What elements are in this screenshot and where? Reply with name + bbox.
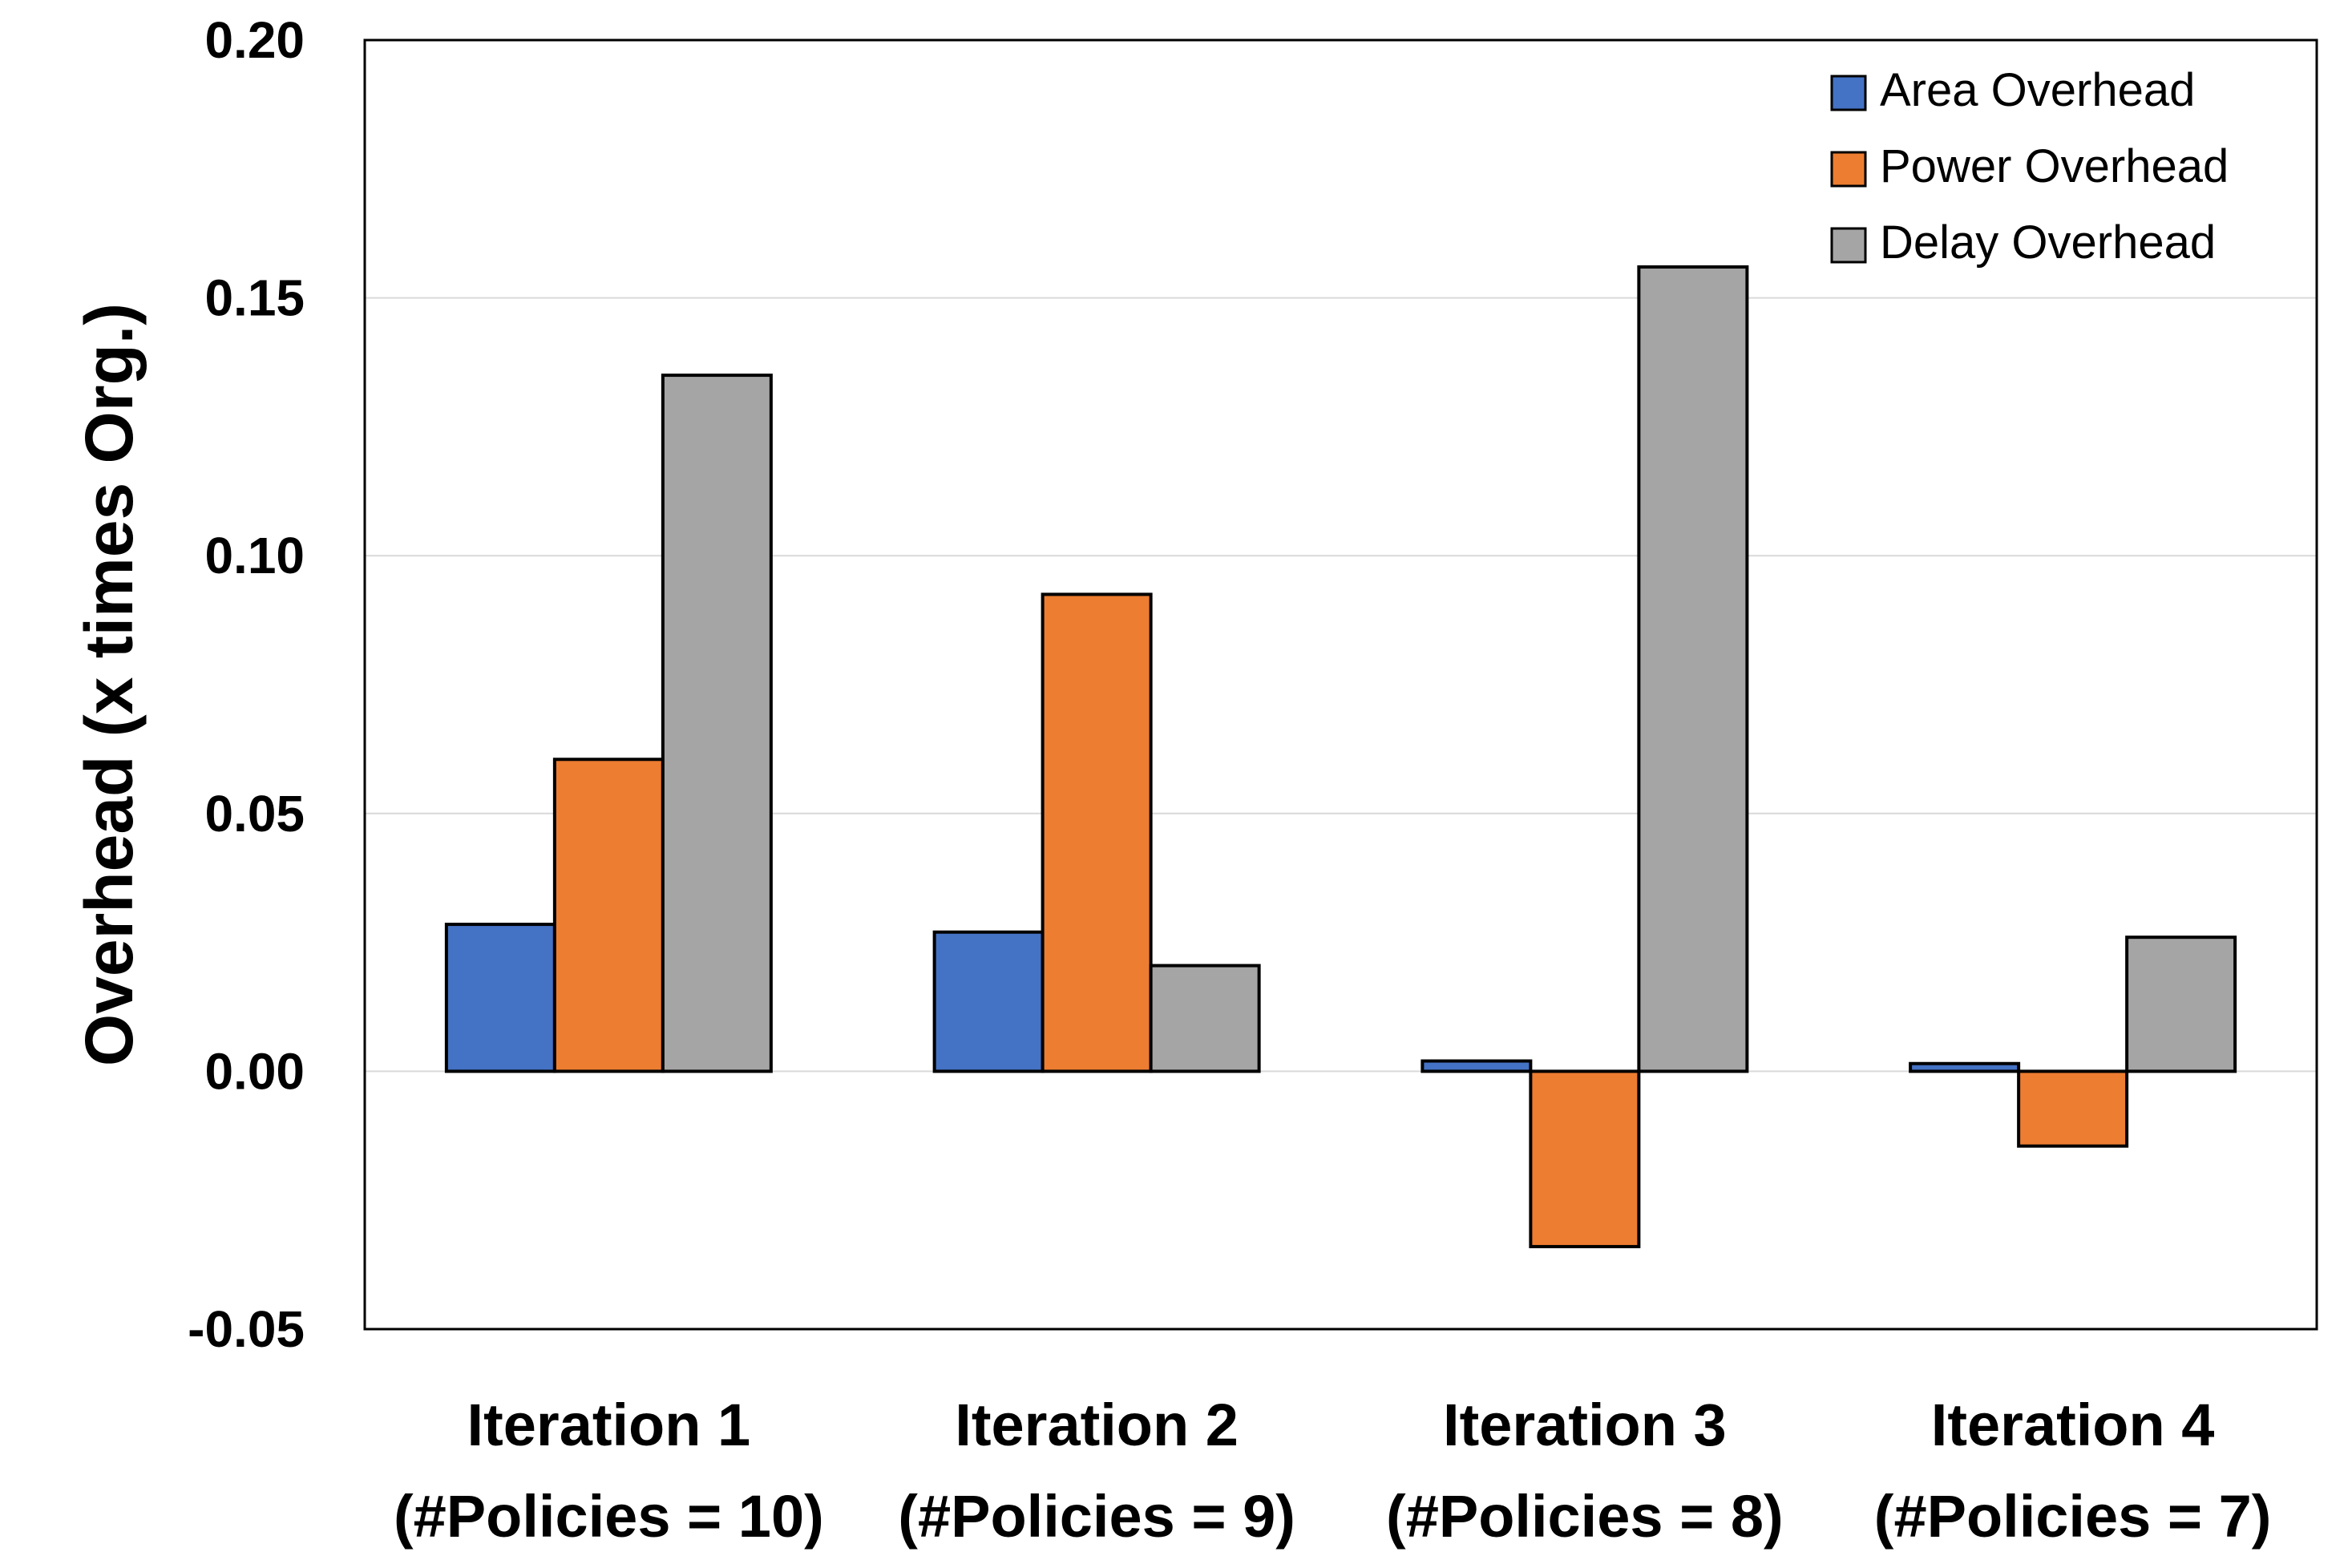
x-axis-category-labels: Iteration 1 (#Policies = 10) Iteration 2 (#… xyxy=(394,1392,2271,1550)
bar-area-overhead xyxy=(1909,1061,2021,1073)
y-tick-label: 0.10 xyxy=(204,527,305,584)
x-category-label: Iteration 4 xyxy=(1931,1392,2215,1458)
legend-entry: Delay Overhead xyxy=(1880,216,2216,269)
x-category-label: Iteration 2 xyxy=(955,1392,1239,1458)
x-category-sublabel: (#Policies = 10) xyxy=(394,1483,824,1550)
bar-power-overhead xyxy=(1041,592,1153,1073)
bar-area-overhead xyxy=(1420,1059,1533,1073)
bar-power-overhead xyxy=(552,758,665,1073)
x-category-label: Iteration 1 xyxy=(467,1392,751,1458)
bar-area-overhead xyxy=(932,930,1045,1073)
x-category-sublabel: (#Policies = 9) xyxy=(898,1483,1295,1550)
bars xyxy=(444,265,2237,1249)
legend-entry: Power Overhead xyxy=(1880,140,2229,192)
bar-delay-overhead xyxy=(1637,265,1749,1073)
y-axis-ticks: -0.05 0.00 0.05 0.10 0.15 0.20 xyxy=(188,11,305,1358)
x-category-sublabel: (#Policies = 8) xyxy=(1386,1483,1784,1550)
x-category-sublabel: (#Policies = 7) xyxy=(1874,1483,2272,1550)
bar-power-overhead xyxy=(2017,1069,2129,1148)
y-tick-label: 0.20 xyxy=(204,11,305,69)
bar-area-overhead xyxy=(444,923,556,1073)
y-tick-label: 0.15 xyxy=(204,269,305,327)
bar-delay-overhead xyxy=(2125,936,2237,1073)
y-tick-label: -0.05 xyxy=(188,1300,305,1358)
legend: Area Overhead Power Overhead Delay Overhea… xyxy=(1830,64,2229,269)
y-tick-label: 0.05 xyxy=(204,785,305,843)
bar-delay-overhead xyxy=(661,374,773,1073)
y-axis-label: Overhead (x times Org.) xyxy=(71,303,147,1066)
legend-swatch xyxy=(1830,75,1867,111)
bar-delay-overhead xyxy=(1149,964,1261,1073)
legend-swatch xyxy=(1830,227,1867,264)
x-category-label: Iteration 3 xyxy=(1443,1392,1727,1458)
plot-area-frame xyxy=(363,38,2318,1331)
legend-entry: Area Overhead xyxy=(1880,64,2195,116)
legend-swatch xyxy=(1830,151,1867,188)
y-tick-label: 0.00 xyxy=(204,1042,305,1100)
bar-power-overhead xyxy=(1529,1069,1641,1249)
